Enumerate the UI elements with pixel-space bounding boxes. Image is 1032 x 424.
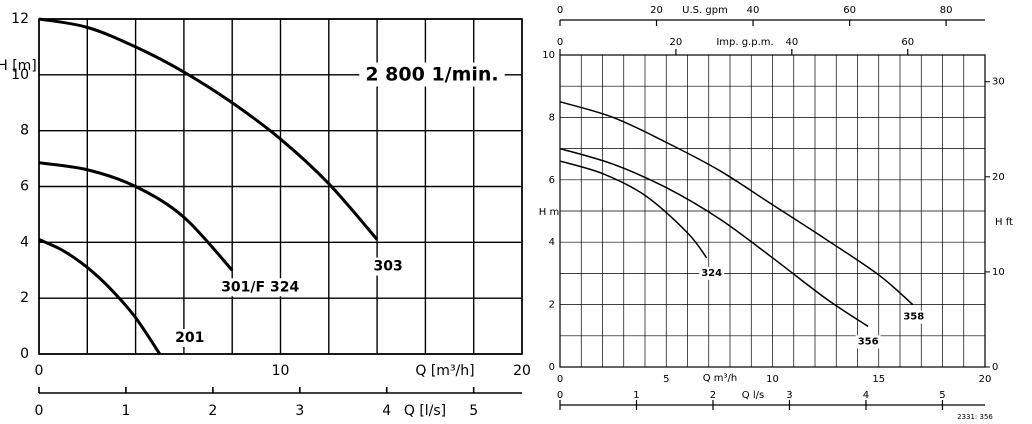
secondary-tick-label: 20 xyxy=(650,5,663,16)
secondary-tick-label: 4 xyxy=(863,390,869,401)
x-tick-label: 5 xyxy=(663,374,669,385)
curve-label: 301/F 324 xyxy=(221,279,299,295)
y-tick-label: 0 xyxy=(20,346,29,362)
pump-curve xyxy=(559,101,914,306)
label-background xyxy=(173,329,207,347)
curve-label: 303 xyxy=(373,259,402,275)
label-background xyxy=(359,62,505,87)
label-background xyxy=(699,266,725,280)
secondary-tick-label: 3 xyxy=(295,403,304,419)
plot-frame xyxy=(38,18,523,355)
secondary-tick-label: 2 xyxy=(710,390,716,401)
y-tick-label: 4 xyxy=(549,237,555,248)
x-tick-label: 20 xyxy=(979,374,992,385)
secondary-tick-label: 0 xyxy=(557,5,563,16)
x-tick-label: 0 xyxy=(35,363,44,379)
pump-curve xyxy=(38,17,379,241)
y-axis-label: H [m] xyxy=(0,58,37,74)
pump-curve xyxy=(559,147,869,328)
x-tick-label: 15 xyxy=(872,374,885,385)
secondary-tick-label: 5 xyxy=(469,403,478,419)
curve-label: 201 xyxy=(175,330,204,346)
y-tick-label: 2 xyxy=(20,290,29,306)
secondary-axis-label: U.S. gpm xyxy=(682,5,728,16)
curve-label: 324 xyxy=(701,268,722,279)
secondary-tick-label: 40 xyxy=(747,5,760,16)
y2-tick-label: 30 xyxy=(992,77,1005,88)
y-tick-label: 6 xyxy=(20,179,29,195)
label-background xyxy=(371,257,405,276)
speed-annotation: 2 800 1/min. xyxy=(365,64,498,86)
pump-curve xyxy=(559,160,708,259)
y-tick-label: 10 xyxy=(542,50,555,61)
x-tick-label: 0 xyxy=(557,374,563,385)
label-background xyxy=(219,278,302,297)
secondary-tick-label: 0 xyxy=(557,390,563,401)
secondary-axis-label: Q l/s xyxy=(742,390,764,401)
plot-frame xyxy=(559,54,986,368)
x-tick-label: 20 xyxy=(513,363,531,379)
pump-curve xyxy=(38,238,161,355)
secondary-axis-label: Q [l/s] xyxy=(404,403,446,419)
x-axis-label: Q m³/h xyxy=(703,373,738,384)
x-axis-label: Q [m³/h] xyxy=(415,363,474,379)
y-axis-label: H m xyxy=(539,207,559,218)
y-tick-label: 4 xyxy=(20,234,29,250)
secondary-axis-label: Imp. g.p.m. xyxy=(716,37,773,48)
secondary-tick-label: 40 xyxy=(785,37,798,48)
y-tick-label: 2 xyxy=(549,300,555,311)
curve-label: 356 xyxy=(858,336,879,347)
y2-tick-label: 0 xyxy=(992,362,998,373)
pump-curve xyxy=(38,161,234,272)
x-tick-label: 10 xyxy=(766,374,779,385)
secondary-tick-label: 80 xyxy=(940,5,953,16)
y-tick-label: 0 xyxy=(549,362,555,373)
secondary-tick-label: 60 xyxy=(843,5,856,16)
y2-tick-label: 20 xyxy=(992,172,1005,183)
label-background xyxy=(855,335,881,349)
y2-axis-label: H ft xyxy=(995,217,1013,228)
y2-tick-label: 10 xyxy=(992,267,1005,278)
drawing-number: 2331: 356 xyxy=(957,413,993,421)
secondary-tick-label: 0 xyxy=(557,37,563,48)
label-background xyxy=(901,310,927,324)
y-tick-label: 10 xyxy=(11,67,29,83)
x-tick-label: 10 xyxy=(272,363,290,379)
secondary-tick-label: 1 xyxy=(633,390,639,401)
y-tick-label: 8 xyxy=(20,123,29,139)
secondary-tick-label: 5 xyxy=(939,390,945,401)
secondary-tick-label: 20 xyxy=(670,37,683,48)
secondary-tick-label: 0 xyxy=(35,403,44,419)
secondary-tick-label: 3 xyxy=(786,390,792,401)
secondary-tick-label: 4 xyxy=(382,403,391,419)
secondary-tick-label: 60 xyxy=(901,37,914,48)
secondary-tick-label: 1 xyxy=(121,403,130,419)
curve-label: 358 xyxy=(903,312,924,323)
secondary-tick-label: 2 xyxy=(208,403,217,419)
y-tick-label: 12 xyxy=(11,11,29,27)
y-tick-label: 8 xyxy=(549,112,555,123)
y-tick-label: 6 xyxy=(549,175,555,186)
